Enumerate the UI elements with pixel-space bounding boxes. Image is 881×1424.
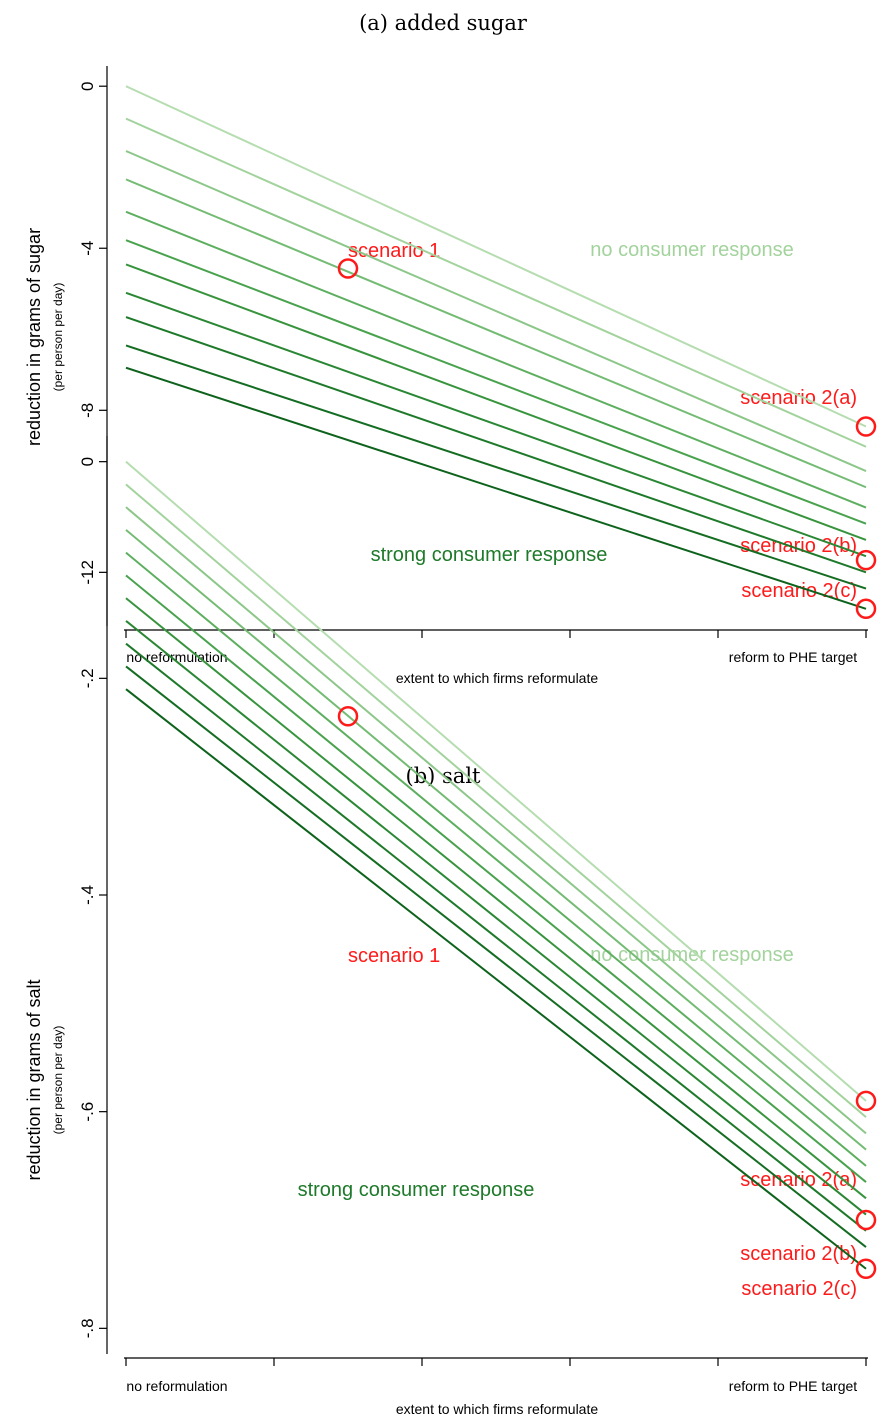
series-line-4 (125, 178, 867, 489)
y-tick-label: -8 (78, 403, 97, 418)
y-tick-label: -.2 (78, 668, 97, 688)
y-tick-label: 0 (78, 457, 97, 466)
scenario-marker-2 (855, 416, 877, 437)
x-tick-label-end: reform to PHE target (729, 1378, 857, 1394)
marker-label-scenario-2b: scenario 2(b) (740, 1243, 857, 1265)
y-axis-sublabel: (per person per day) (51, 1026, 65, 1135)
scenario-marker-1 (337, 258, 359, 279)
series-line-5 (125, 551, 867, 1167)
panel-salt: (b) salt reduction in grams of salt (per… (24, 436, 877, 1417)
series-line-7 (125, 597, 867, 1200)
series-line-4 (125, 529, 867, 1151)
x-axis-label: extent to which firms reformulate (396, 1401, 599, 1417)
scenario-marker-4 (855, 598, 877, 620)
series-line-6 (125, 239, 867, 525)
series-line-3 (125, 150, 867, 472)
series-line-9 (125, 642, 867, 1232)
scenario-marker-3 (855, 549, 877, 571)
x-axis-label: extent to which firms reformulate (396, 670, 599, 686)
series-line-5 (125, 210, 867, 509)
y-tick-label: -4 (78, 241, 97, 256)
y-axis-label: reduction in grams of salt (24, 979, 44, 1180)
scenario-marker-3 (855, 1209, 877, 1231)
series-line-10 (125, 344, 867, 590)
series-line-10 (125, 665, 867, 1248)
panel-added-sugar: (a) added sugar reduction in grams of su… (24, 11, 877, 686)
y-tick-label: -.4 (78, 885, 97, 905)
marker-label-scenario-1: scenario 1 (348, 945, 440, 967)
scenario-marker-4 (855, 1258, 877, 1279)
x-tick-label-end: reform to PHE target (729, 649, 857, 665)
y-axis-sublabel: (per person per day) (51, 283, 65, 392)
marker-label-scenario-2b: scenario 2(b) (740, 535, 857, 557)
scenario-marker-2 (855, 1090, 877, 1112)
series-line-3 (125, 506, 867, 1135)
y-axis-label: reduction in grams of sugar (24, 228, 44, 446)
series-line-1 (125, 460, 867, 1102)
marker-label-scenario-2c: scenario 2(c) (741, 1278, 857, 1300)
series-line-6 (125, 574, 867, 1183)
annotation-strong-consumer-response: strong consumer response (371, 544, 608, 566)
series-line-9 (125, 316, 867, 574)
marker-label-scenario-2a: scenario 2(a) (740, 1169, 857, 1191)
series-line-8 (125, 620, 867, 1216)
series-line-2 (125, 483, 867, 1118)
series-line-8 (125, 291, 867, 558)
y-tick-label: -.8 (78, 1318, 97, 1338)
panel-caption: (a) added sugar (359, 11, 528, 35)
scenario-marker-1 (337, 706, 359, 727)
annotation-strong-consumer-response: strong consumer response (298, 1179, 535, 1201)
y-tick-label: -.6 (78, 1102, 97, 1122)
series-line-11 (125, 688, 867, 1270)
y-tick-label: -12 (78, 560, 97, 585)
series-line-2 (125, 117, 867, 448)
annotation-no-consumer-response: no consumer response (590, 239, 793, 261)
y-tick-label: 0 (78, 81, 97, 90)
series-line-1 (125, 85, 867, 428)
marker-label-scenario-2c: scenario 2(c) (741, 580, 857, 602)
series-line-7 (125, 263, 867, 541)
x-tick-label-start: no reformulation (126, 1378, 227, 1394)
series-line-11 (125, 366, 867, 610)
